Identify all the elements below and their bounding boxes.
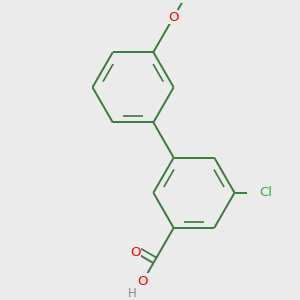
Text: H: H [128,287,137,300]
Text: O: O [130,246,140,259]
Text: O: O [138,275,148,288]
Text: Cl: Cl [260,186,273,199]
Text: O: O [168,11,179,23]
